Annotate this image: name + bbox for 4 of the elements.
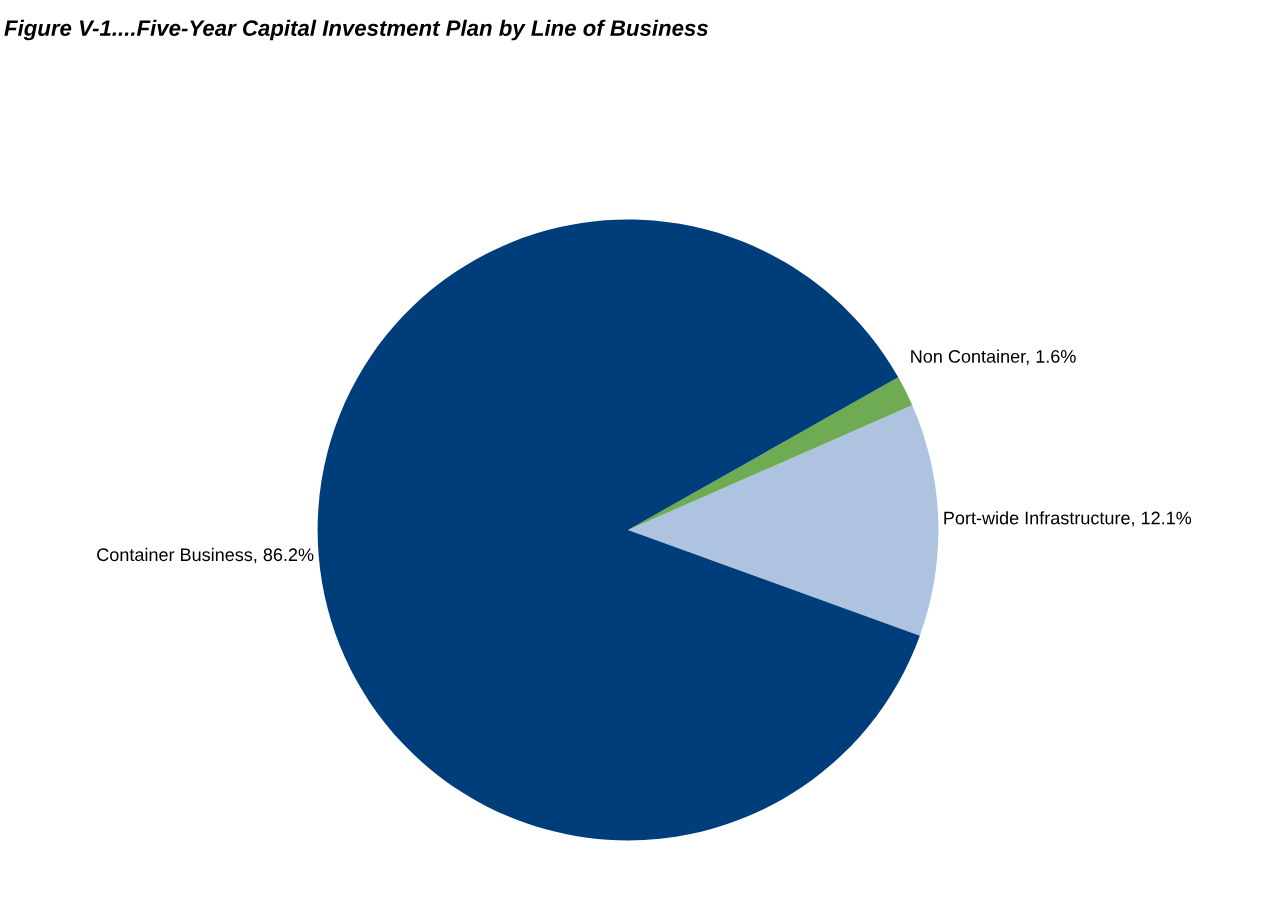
slice-label: Port-wide Infrastructure, 12.1% bbox=[944, 511, 1192, 527]
slice-label: Container Business, 86.2% bbox=[97, 547, 314, 564]
chart-title: Figure V-1....Five-Year Capital Investment Plan by Line of Business bbox=[4, 19, 708, 41]
slice-label: Non Container, 1.6% bbox=[911, 349, 1076, 365]
